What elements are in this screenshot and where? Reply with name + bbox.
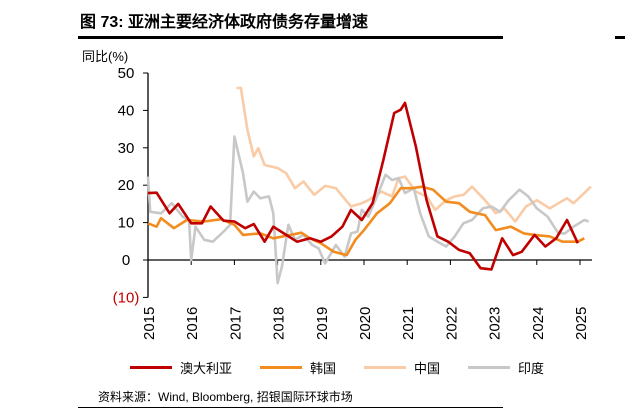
y-tick-label: 40 — [118, 102, 135, 119]
legend-item-australia: 澳大利亚 — [130, 358, 232, 377]
x-tick-label: 2023 — [487, 307, 504, 340]
bottom-rule — [78, 407, 503, 408]
legend-swatch — [468, 366, 511, 369]
series-line-india — [146, 135, 590, 285]
x-tick-label: 2025 — [573, 307, 590, 340]
series-line-australia — [147, 101, 579, 271]
legend-item-india: 印度 — [468, 358, 544, 377]
y-tick-label: 30 — [118, 140, 135, 157]
legend-label: 印度 — [518, 361, 545, 376]
title-rule — [78, 36, 503, 39]
legend-label: 澳大利亚 — [180, 361, 233, 376]
x-tick-label: 2018 — [271, 307, 288, 340]
legend-swatch — [260, 366, 303, 369]
legend-item-china: 中国 — [364, 358, 440, 377]
x-tick-label: 2015 — [141, 307, 158, 340]
series-line-korea — [147, 185, 585, 257]
x-tick-label: 2024 — [530, 307, 547, 340]
legend-label: 中国 — [414, 361, 441, 376]
y-tick-label: 20 — [118, 177, 135, 194]
x-tick-label: 2019 — [314, 307, 331, 340]
x-tick-label: 2020 — [357, 307, 374, 340]
legend: 澳大利亚 韩国 中国 印度 — [130, 358, 544, 377]
chart-title: 图 73: 亚洲主要经济体政府债务存量增速 — [80, 14, 369, 31]
legend-swatch — [364, 366, 407, 369]
y-tick-label: 0 — [122, 252, 130, 269]
y-tick-label: 10 — [118, 215, 135, 232]
x-tick-label: 2016 — [184, 307, 201, 340]
series-line-china — [236, 86, 592, 223]
legend-item-korea: 韩国 — [260, 358, 336, 377]
adjacent-panel-rule — [615, 36, 625, 39]
y-tick-label: 50 — [118, 65, 135, 82]
y-axis-label: 同比(%) — [82, 49, 129, 64]
legend-swatch — [130, 366, 172, 369]
x-tick-label: 2022 — [443, 307, 460, 340]
x-tick-label: 2017 — [227, 307, 244, 340]
y-tick-label: (10) — [113, 289, 140, 306]
x-tick-label: 2021 — [400, 307, 417, 340]
legend-label: 韩国 — [310, 361, 337, 376]
source-note: 资料来源：Wind, Bloomberg, 招银国际环球市场 — [98, 390, 353, 404]
